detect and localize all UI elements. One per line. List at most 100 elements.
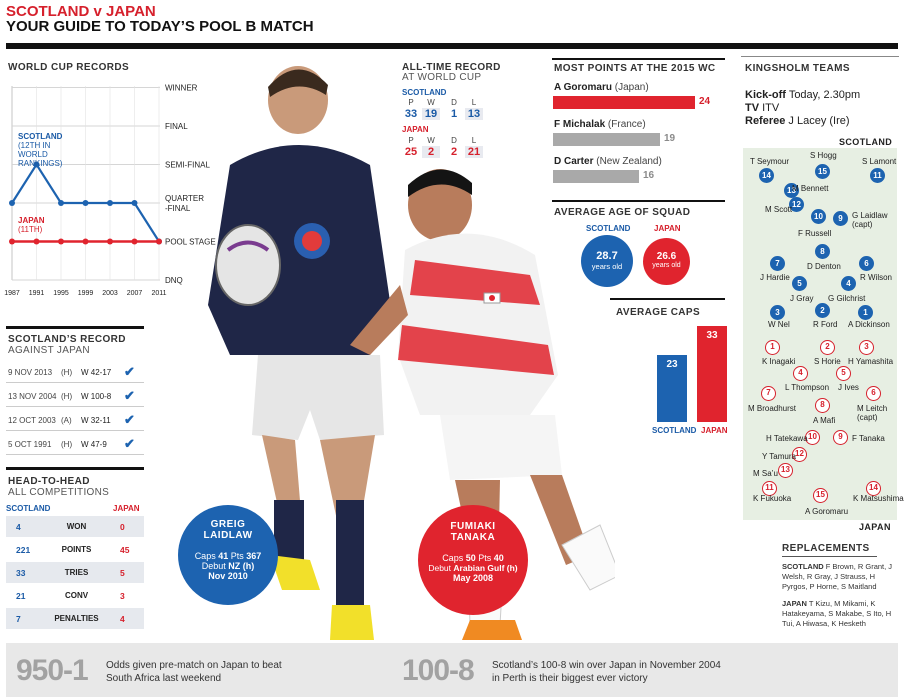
scotland-player-number: 3	[770, 305, 785, 320]
japan-player-name: J Ives	[838, 383, 859, 392]
japan-player-name: M Broadhurst	[748, 404, 797, 413]
stage-label: QUARTER	[165, 194, 204, 203]
most-points-bar	[553, 170, 639, 183]
laidlaw-debut: Debut NZ (h)	[201, 561, 255, 571]
avg-caps-japan-label: JAPAN	[701, 426, 728, 435]
japan-player-number: 5	[836, 366, 851, 381]
japan-player-number: 2	[820, 340, 835, 355]
record-date: 5 OCT 1991	[8, 440, 52, 449]
referee-line: Referee J Lacey (Ire)	[745, 115, 850, 127]
japan-player-number: 11	[762, 481, 777, 496]
h2h-scotland-value: 221	[16, 545, 31, 555]
headline-subtitle: YOUR GUIDE TO TODAY’S POOL B MATCH	[6, 18, 314, 35]
year-label: 1991	[29, 290, 45, 297]
scotland-player-name: F Russell	[798, 229, 832, 238]
record-result: W 47-9	[81, 440, 107, 449]
scotland-point	[58, 200, 64, 206]
japan-point	[82, 238, 89, 245]
year-label: 1987	[4, 290, 20, 297]
avg-age-scotland-label: SCOTLAND	[586, 224, 631, 233]
most-points-player: D Carter (New Zealand)	[554, 156, 662, 167]
japan-point	[156, 238, 162, 245]
japan-player-number: 7	[761, 386, 776, 401]
avg-age-scotland-value: 28.7	[596, 250, 618, 262]
most-points-value: 16	[643, 170, 655, 181]
record-row: 13 NOV 2004 (H) W 100-8 ✔	[6, 385, 144, 407]
scotland-player-name: M Scott	[765, 205, 793, 214]
record-venue: (H)	[61, 392, 73, 401]
japan-player-number: 6	[866, 386, 881, 401]
all-time-scotland-value: 13	[465, 108, 483, 120]
scotland-point	[107, 200, 113, 206]
all-time-header: D	[451, 136, 457, 145]
avg-age-japan-unit: years old	[652, 262, 681, 269]
avg-caps-scotland-value: 23	[666, 359, 678, 370]
score-number: 100-8	[402, 654, 475, 687]
replacements-scotland: SCOTLAND F Brown, R Grant, J Welsh, R Gr…	[782, 562, 893, 591]
all-time-header: D	[451, 98, 457, 107]
all-time-header: W	[427, 136, 435, 145]
laidlaw-figure	[208, 66, 392, 640]
scotland-player-number: 4	[841, 276, 856, 291]
year-label: 1995	[53, 290, 69, 297]
japan-player-name: A Mafi	[813, 416, 836, 425]
scotland-player-number: 11	[870, 168, 885, 183]
replacements-rule	[782, 556, 877, 557]
check-icon: ✔	[124, 436, 135, 451]
stage-label: FINAL	[165, 122, 188, 131]
avg-caps-scotland-label: SCOTLAND	[652, 426, 697, 435]
all-time-header: P	[408, 136, 414, 145]
h2h-japan-value: 4	[120, 614, 125, 624]
scotland-player-name: G Laidlaw (capt)	[852, 211, 888, 229]
score-text: Scotland’s 100-8 win over Japan in Novem…	[492, 660, 721, 684]
player-name: F Michalak	[554, 119, 606, 130]
all-time-header: W	[427, 98, 435, 107]
team-japan-label: JAPAN	[859, 522, 891, 532]
most-points-bar	[553, 96, 695, 109]
japan-player-name: M Leitch (capt)	[857, 404, 888, 422]
h2h-japan-value: 45	[120, 545, 130, 555]
scotland-player-number: 8	[815, 244, 830, 259]
h2h-scotland-value: 7	[16, 614, 21, 624]
most-points-player: A Goromaru (Japan)	[554, 82, 649, 93]
replacements-title: REPLACEMENTS	[782, 543, 870, 554]
japan-player-name: S Horie	[814, 357, 841, 366]
all-time-scotland-label: SCOTLAND	[402, 88, 447, 97]
h2h-japan-value: 0	[120, 522, 125, 532]
avg-age-scotland-circle: 28.7 years old	[581, 235, 633, 287]
scotland-point	[82, 200, 89, 206]
avg-caps-scotland-bar	[657, 355, 687, 422]
scotland-player-name: W Nel	[768, 320, 790, 329]
player-country: (Japan)	[611, 82, 649, 93]
scotland-player-name: J Gray	[790, 294, 814, 303]
player-country: (New Zealand)	[593, 156, 662, 167]
scotland-player-name: M Bennett	[792, 184, 829, 193]
kingsholm-title: KINGSHOLM TEAMS	[745, 63, 850, 74]
world-cup-records-chart: WINNER FINAL SEMI-FINAL QUARTER-FINAL POOL S…	[4, 84, 215, 298]
h2h-stat-label: WON	[66, 522, 87, 531]
record-date: 12 OCT 2003	[8, 416, 56, 425]
japan-player-number: 4	[793, 366, 808, 381]
scotland-player-number: 1	[858, 305, 873, 320]
age-rule	[552, 200, 725, 202]
year-label: 2003	[102, 290, 118, 297]
japan-player-name: Y Tamura	[762, 452, 796, 461]
world-cup-records-title: WORLD CUP RECORDS	[8, 62, 130, 73]
scotland-player-name: T Seymour	[750, 157, 789, 166]
japan-player-name: H Tatekawa	[766, 434, 808, 443]
scotland-player-number: 5	[792, 276, 807, 291]
scotland-player-number: 6	[859, 256, 874, 271]
most-points-player: F Michalak (France)	[554, 119, 646, 130]
record-venue: (A)	[61, 416, 72, 425]
check-icon: ✔	[124, 412, 135, 427]
h2h-row: 221 POINTS 45	[6, 539, 144, 560]
scotland-chart-label: SCOTLAND (12TH IN WORLD RANKINGS)	[18, 132, 63, 168]
avg-age-title: AVERAGE AGE OF SQUAD	[554, 207, 691, 218]
japan-player-name: K Matsushima	[853, 494, 904, 503]
h2h-japan-value: 3	[120, 591, 125, 601]
year-label: 1999	[78, 290, 94, 297]
tanaka-last-name: TANAKA	[450, 532, 496, 543]
japan-point	[33, 238, 40, 245]
japan-point	[131, 238, 138, 245]
all-time-japan-value: 2	[422, 146, 440, 158]
